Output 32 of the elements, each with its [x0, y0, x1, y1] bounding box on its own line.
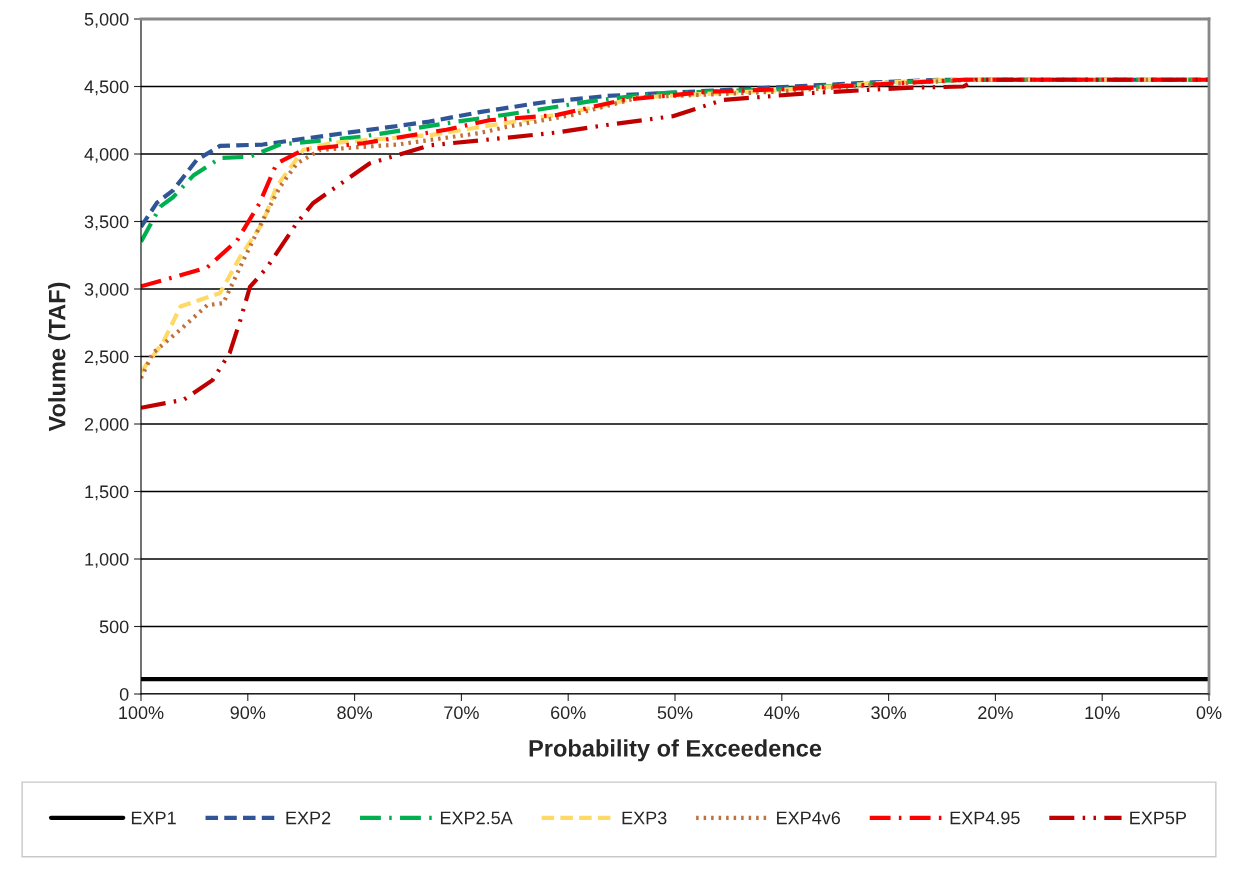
x-tick-label: 30%	[871, 706, 907, 720]
y-tick-label: 1,500	[85, 485, 129, 501]
y-tick-label: 5,000	[84, 12, 129, 28]
x-tick-label: 20%	[978, 706, 1013, 720]
y-tick-label: 4,500	[84, 80, 129, 96]
y-tick-label: 2,000	[84, 417, 129, 433]
legend-label: EXP5P	[1130, 811, 1187, 825]
x-tick-label: 70%	[444, 706, 479, 720]
legend-label: EXP1	[131, 811, 176, 825]
legend-label: EXP2.5A	[440, 811, 513, 825]
x-tick-label: 60%	[551, 706, 586, 720]
y-tick-label: 1,000	[85, 552, 129, 568]
x-tick-label: 50%	[657, 706, 693, 720]
x-tick-label: 0%	[1196, 706, 1222, 720]
x-tick-label: 40%	[764, 706, 800, 720]
line-series	[141, 77, 1209, 289]
y-tick-label: 0	[119, 687, 129, 701]
legend-label: EXP4.95	[950, 811, 1020, 825]
y-tick-label: 500	[99, 620, 129, 634]
x-tick-label: 10%	[1085, 706, 1120, 720]
y-tick-label: 3,500	[84, 215, 129, 231]
y-tick-label: 4,000	[84, 147, 129, 163]
x-tick-label: 80%	[337, 706, 373, 720]
y-axis-title: Volume (TAF)	[48, 282, 71, 432]
x-tick-label: 90%	[230, 706, 266, 720]
legend-label: EXP4v6	[777, 811, 841, 825]
y-tick-label: 3,000	[84, 282, 129, 298]
x-axis-title: Probability of Exceedence	[529, 739, 822, 762]
legend-label: EXP3	[622, 811, 667, 825]
y-tick-label: 2,500	[84, 350, 129, 366]
legend-label: EXP2	[286, 811, 331, 825]
x-tick-label: 100%	[119, 706, 164, 720]
